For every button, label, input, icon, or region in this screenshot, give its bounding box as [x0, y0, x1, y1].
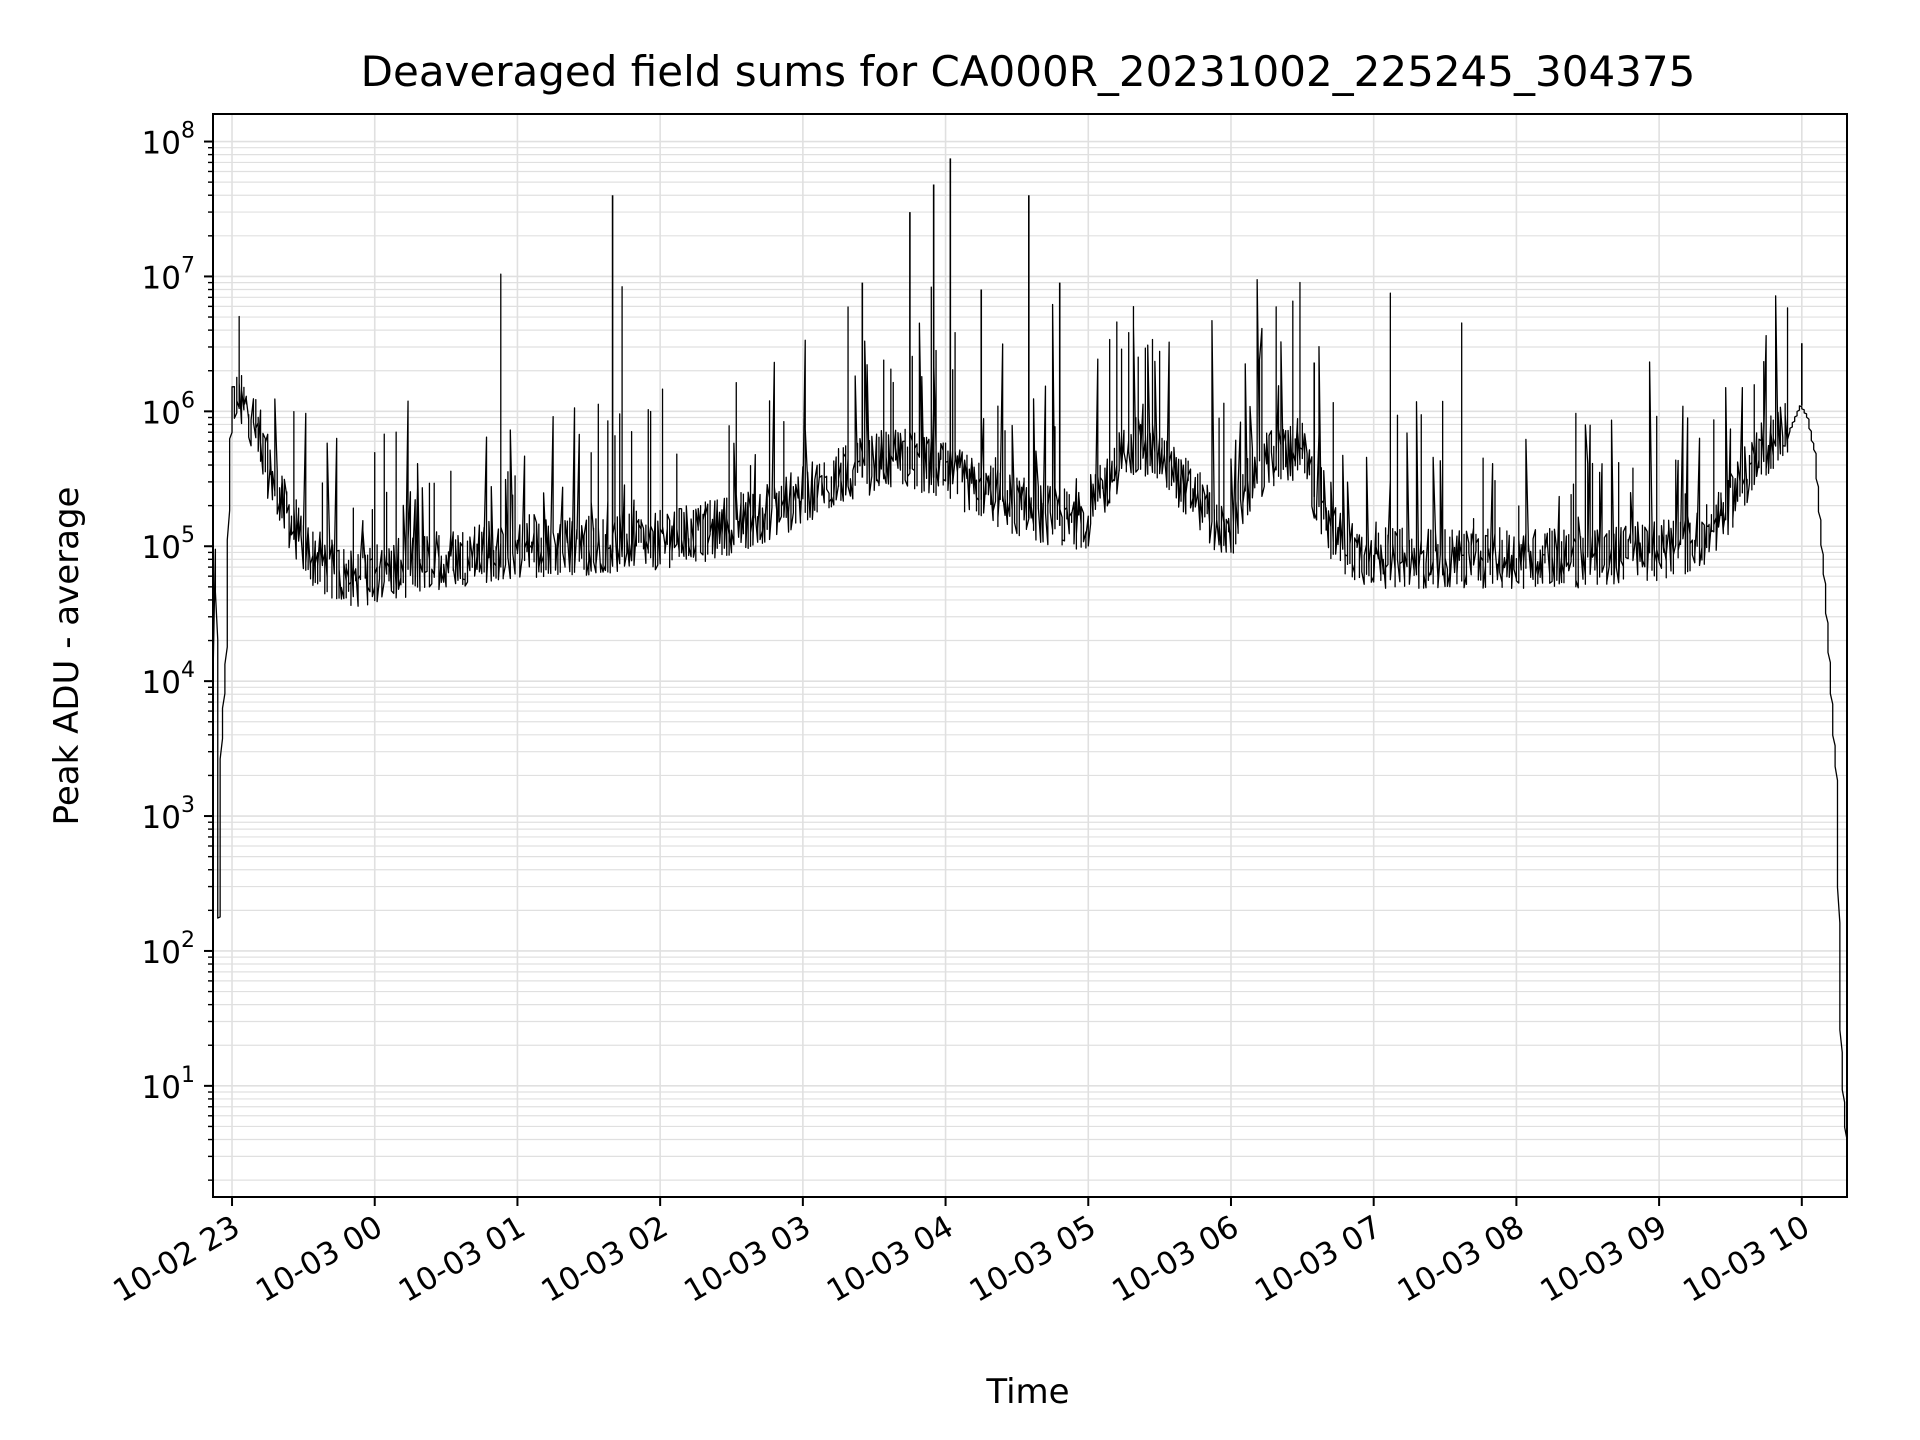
x-axis: 10-02 23 10-03 00 10-03 01 10-03 02 10-03 03…	[107, 1197, 1816, 1310]
x-tick-label: 10-03 09	[1534, 1209, 1673, 1310]
x-tick-label: 10-03 05	[964, 1209, 1103, 1310]
x-tick-label: 10-03 04	[821, 1209, 960, 1310]
x-tick-label: 10-03 10	[1677, 1209, 1816, 1310]
x-axis-title: Time	[985, 1372, 1069, 1412]
plot-frame	[212, 113, 1848, 1198]
plot-area	[212, 158, 1848, 1181]
y-axis-title: Peak ADU - average	[47, 487, 87, 826]
x-tick-label: 10-03 00	[250, 1209, 389, 1310]
chart-title: Deaveraged field sums for CA000R_2023100…	[361, 47, 1696, 96]
x-tick-label: 10-02 23	[107, 1209, 246, 1310]
grid	[213, 114, 1847, 1197]
series-line	[212, 273, 1848, 1181]
y-tick-label: 105	[142, 523, 195, 566]
x-tick-label: 10-03 07	[1249, 1209, 1388, 1310]
y-tick-label: 104	[142, 658, 195, 701]
x-tick-label: 10-03 08	[1392, 1209, 1531, 1310]
x-tick-label: 10-03 06	[1106, 1209, 1245, 1310]
x-tick-label: 10-03 03	[678, 1209, 817, 1310]
y-tick-label: 108	[142, 119, 195, 162]
x-tick-label: 10-03 01	[393, 1209, 532, 1310]
y-tick-label: 103	[142, 793, 195, 836]
x-tick-label: 10-03 02	[535, 1209, 674, 1310]
y-tick-label: 107	[142, 253, 195, 296]
y-tick-label: 102	[142, 928, 195, 971]
y-tick-label: 106	[142, 388, 195, 431]
y-tick-label: 101	[142, 1063, 195, 1106]
y-axis: 101 102 103 104 105 106 107 108	[142, 119, 213, 1181]
